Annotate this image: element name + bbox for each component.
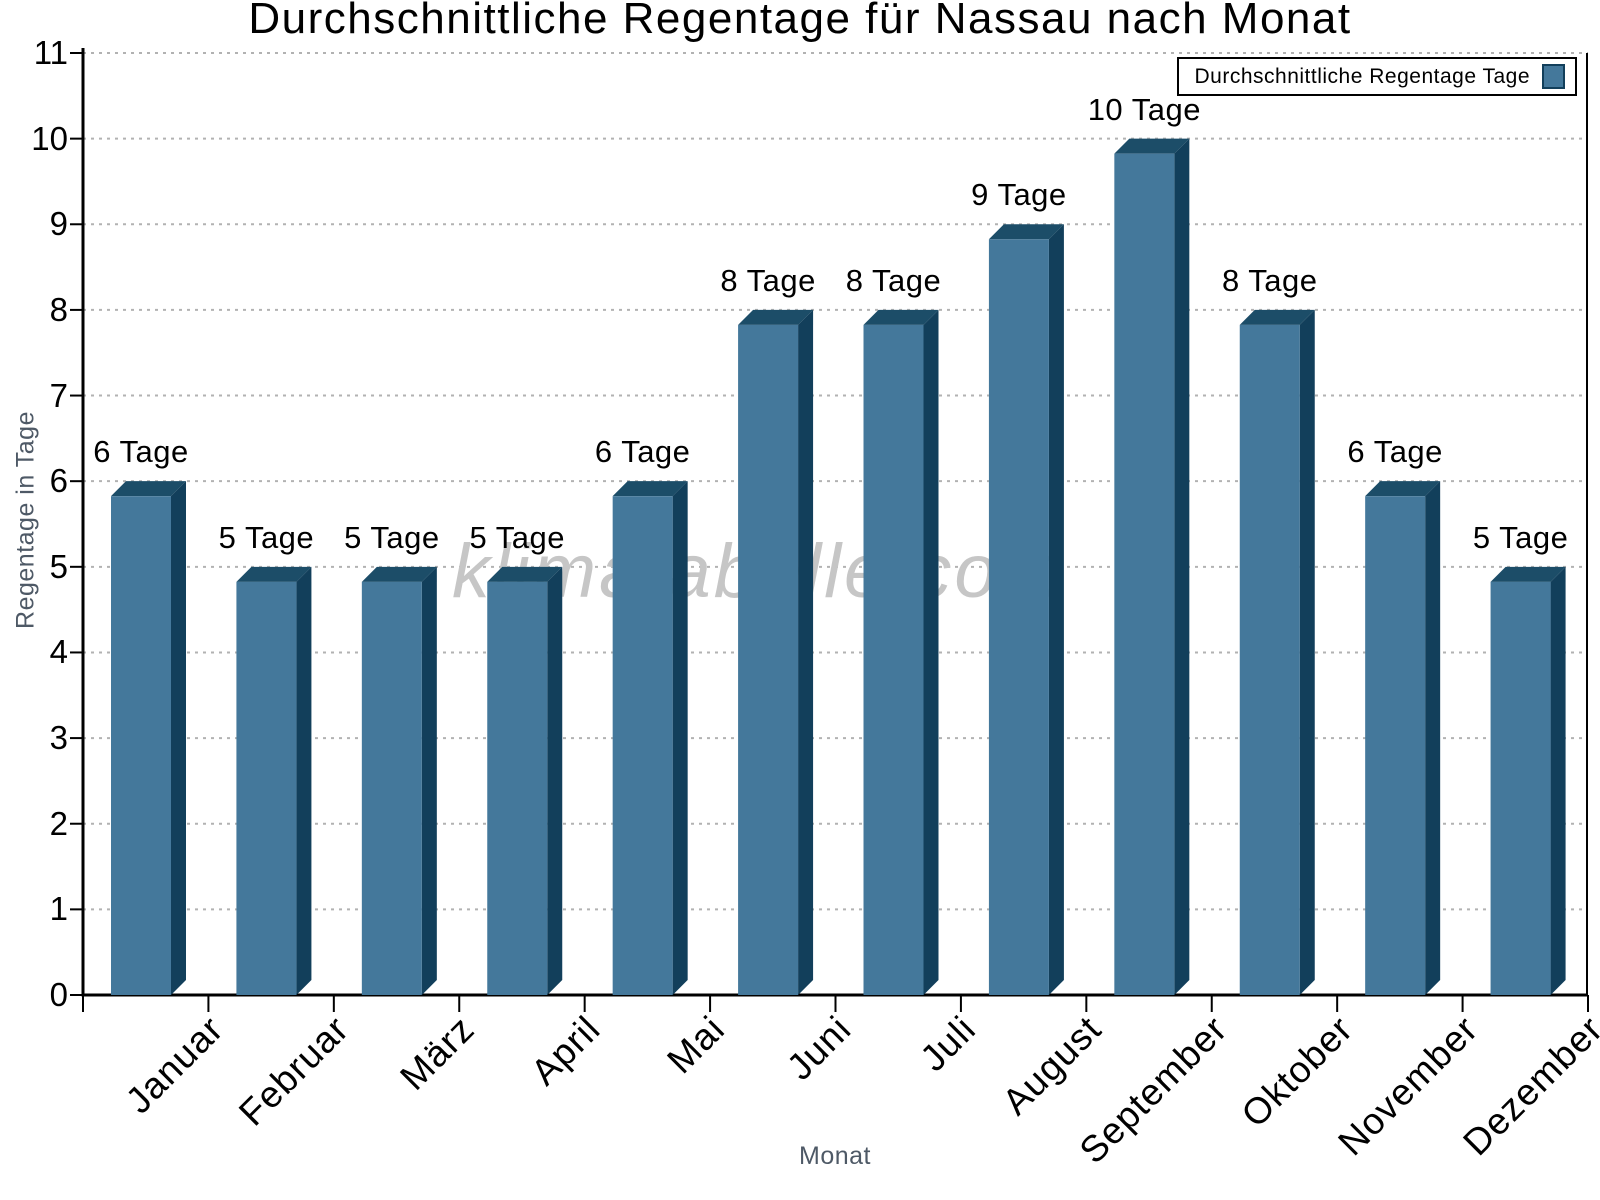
bar: [863, 324, 924, 996]
y-tick-label: 3: [49, 719, 68, 757]
x-tick-label: August: [994, 1008, 1110, 1123]
y-tick-label: 9: [49, 205, 68, 243]
x-tick-label: Oktober: [1233, 1008, 1361, 1136]
bar: [361, 581, 422, 995]
bar: [988, 239, 1049, 996]
bar-top: [236, 566, 312, 582]
bar-side: [1174, 138, 1190, 996]
x-tick-label: Mai: [659, 1008, 734, 1082]
x-tick-label: Juni: [778, 1008, 859, 1088]
bar: [1490, 581, 1551, 995]
x-tick-label: Dezember: [1455, 1008, 1600, 1164]
bar-side: [1299, 309, 1315, 996]
bar-value-label: 9 Tage: [971, 177, 1067, 213]
bar-side: [296, 566, 312, 995]
x-tick-label: November: [1330, 1008, 1486, 1164]
bar: [1239, 324, 1300, 996]
y-tick-label: 1: [49, 890, 68, 928]
bar: [1365, 496, 1426, 995]
y-tick-label: 4: [49, 633, 68, 671]
legend-swatch-icon: [1542, 64, 1565, 89]
bar-value-label: 8 Tage: [1221, 262, 1318, 298]
bar-value-label: 8 Tage: [845, 262, 942, 298]
bar-top: [1114, 138, 1190, 154]
bar: [1114, 153, 1175, 996]
bar-value-label: 10 Tage: [1087, 91, 1201, 127]
bar: [236, 581, 297, 995]
x-tick-label: März: [392, 1008, 483, 1098]
bar-top: [738, 309, 814, 325]
bar-value-label: 6 Tage: [93, 434, 189, 470]
watermark: klimatabelle.com: [452, 529, 1066, 614]
bar-top: [1490, 566, 1566, 582]
bar-value-label: 5 Tage: [1472, 519, 1569, 555]
y-tick-label: 2: [49, 804, 68, 842]
bar: [487, 581, 548, 995]
bar-top: [988, 224, 1064, 240]
bar-top: [1365, 481, 1441, 497]
x-tick-label: Juli: [912, 1008, 984, 1080]
bar-top: [863, 309, 939, 325]
x-tick-label: April: [522, 1008, 608, 1093]
bar-value-label: 6 Tage: [594, 434, 691, 470]
bar-side: [171, 481, 186, 995]
bar: [738, 324, 799, 996]
bar: [111, 496, 171, 995]
y-tick-label: 8: [49, 290, 68, 328]
bar-top: [361, 566, 437, 582]
bar-value-label: 5 Tage: [344, 519, 440, 555]
y-tick-label: 10: [31, 119, 68, 157]
chart-title: Durchschnittliche Regentage für Nassau n…: [248, 0, 1352, 43]
y-axis-title: Regentage in Tage: [11, 411, 40, 629]
x-axis-title: Monat: [799, 1142, 871, 1170]
bar-side: [1550, 566, 1566, 995]
bar-value-label: 6 Tage: [1347, 434, 1443, 470]
bar-top: [612, 481, 688, 497]
bar-top: [1239, 309, 1315, 325]
bar-value-label: 5 Tage: [218, 519, 315, 555]
x-tick-label: September: [1071, 1008, 1235, 1172]
x-tick-label: Februar: [231, 1008, 357, 1134]
bar-side: [421, 566, 437, 995]
bar-value-label: 8 Tage: [720, 262, 816, 298]
x-tick-label: Januar: [118, 1008, 232, 1122]
y-tick-label: 0: [49, 976, 68, 1013]
bar-side: [1425, 481, 1441, 995]
bar-side: [798, 309, 814, 996]
bar-side: [547, 566, 563, 995]
legend-label: Durchschnittliche Regentage Tage: [1194, 64, 1530, 88]
legend: Durchschnittliche Regentage Tage: [1176, 57, 1577, 96]
bar-top: [111, 481, 186, 497]
bar-side: [923, 309, 939, 996]
